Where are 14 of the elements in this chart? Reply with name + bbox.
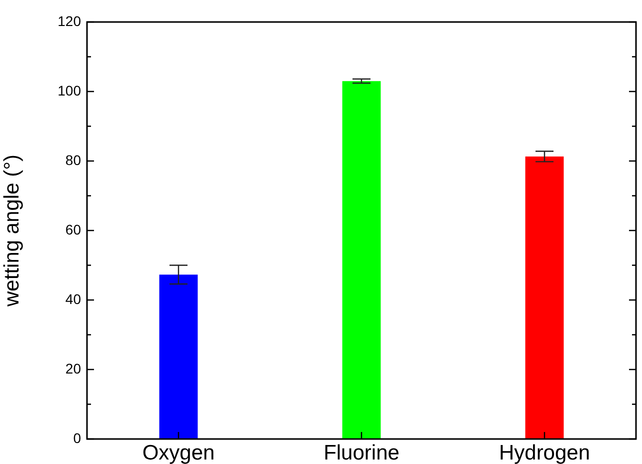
bar (159, 274, 198, 439)
y-tick-label: 100 (58, 82, 82, 98)
y-tick-label: 120 (58, 12, 82, 29)
y-tick-label: 60 (65, 221, 82, 238)
x-tick-label: Fluorine (324, 441, 400, 464)
y-tick-label: 80 (65, 152, 82, 168)
y-tick-label: 0 (73, 430, 82, 446)
x-tick-label: Hydrogen (498, 441, 590, 464)
y-tick-label: 20 (65, 360, 82, 376)
y-axis-title: wetting angle (°) (0, 154, 24, 308)
bar (525, 156, 564, 439)
bar (342, 81, 381, 439)
y-tick-label: 40 (65, 290, 82, 307)
x-tick-label: Oxygen (142, 441, 215, 464)
